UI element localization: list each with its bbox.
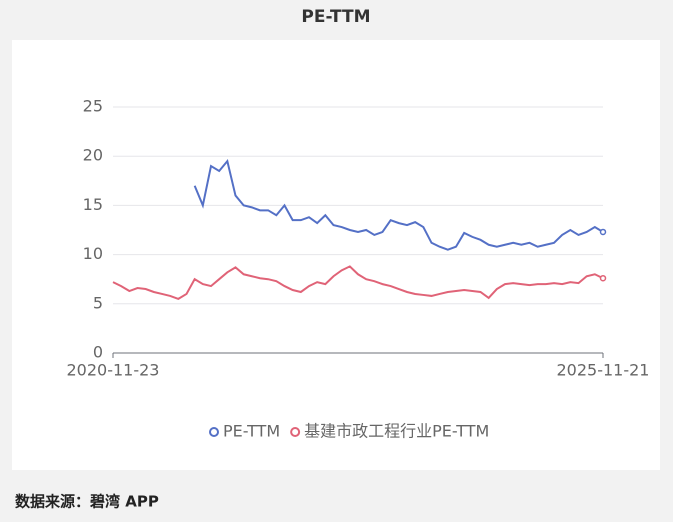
chart-title: PE-TTM [301, 7, 370, 27]
legend-marker [290, 427, 301, 437]
legend-label: PE-TTM [223, 422, 280, 441]
end-point [599, 228, 607, 236]
end-point [599, 274, 607, 282]
y-tick-label: 20 [83, 146, 103, 165]
x-tick-label: 2025-11-21 [557, 361, 650, 380]
x-tick-label: 2020-11-23 [67, 361, 160, 380]
y-tick-label: 10 [83, 244, 103, 263]
series-line [112, 265, 604, 300]
y-tick-label: 5 [93, 293, 103, 312]
y-tick-label: 0 [93, 343, 103, 362]
legend-marker [209, 427, 219, 437]
legend-label: 基建市政工程行业PE-TTM [304, 422, 489, 441]
y-tick-label: 15 [83, 195, 103, 214]
y-tick-label: 25 [83, 97, 103, 116]
series-line [193, 158, 604, 251]
source: 数据来源：碧湾 APP [15, 493, 159, 511]
